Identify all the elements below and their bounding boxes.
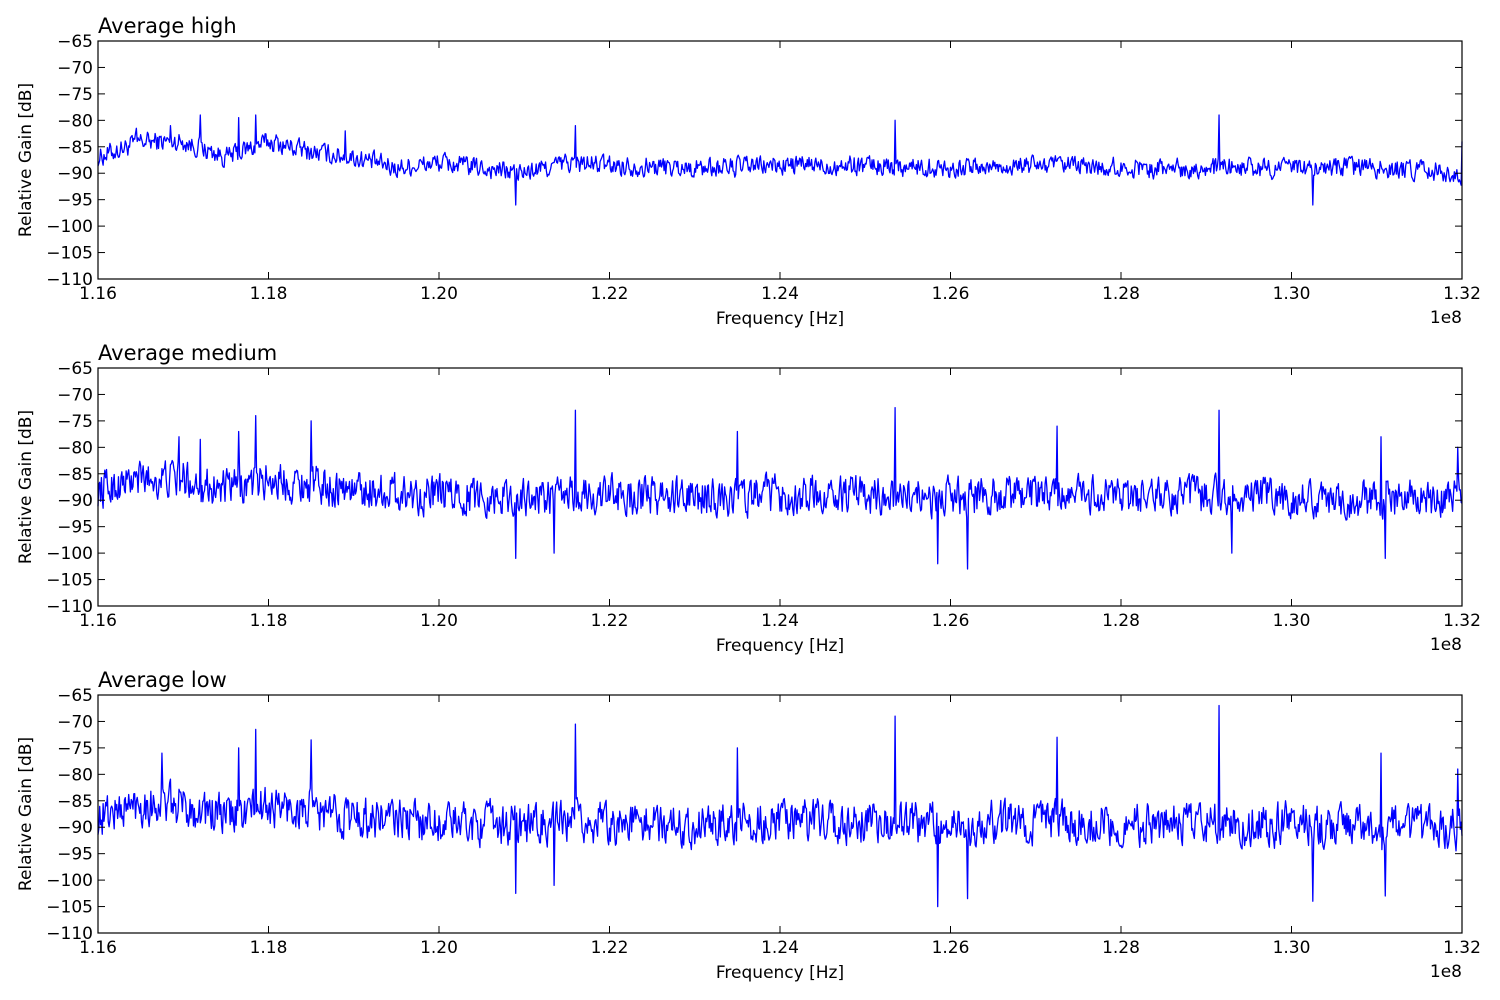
y-tick-label: −65 <box>57 686 93 706</box>
x-tick-label: 1.30 <box>1273 611 1311 631</box>
x-tick-label: 1.32 <box>1443 938 1481 958</box>
x-axis-label: Frequency [Hz] <box>716 963 844 983</box>
y-tick-label: −70 <box>57 385 93 405</box>
y-tick-label: −95 <box>57 191 93 211</box>
x-tick-label: 1.30 <box>1273 284 1311 304</box>
x-tick-label: 1.28 <box>1102 938 1140 958</box>
x-tick-label: 1.16 <box>79 284 117 304</box>
y-tick-label: −105 <box>46 571 93 591</box>
x-offset-label: 1e8 <box>1430 308 1462 328</box>
y-tick-label: −100 <box>46 544 93 564</box>
y-tick-label: −100 <box>46 217 93 237</box>
y-tick-label: −95 <box>57 845 93 865</box>
chart-title: Average high <box>98 14 237 38</box>
x-tick-label: 1.26 <box>932 938 970 958</box>
y-tick-label: −70 <box>57 712 93 732</box>
x-tick-label: 1.22 <box>591 611 629 631</box>
y-tick-label: −80 <box>57 765 93 785</box>
x-tick-label: 1.18 <box>250 611 288 631</box>
x-axis-label: Frequency [Hz] <box>716 636 844 656</box>
x-axis-label: Frequency [Hz] <box>716 309 844 329</box>
x-offset-label: 1e8 <box>1430 962 1462 982</box>
x-tick-label: 1.26 <box>932 611 970 631</box>
x-tick-label: 1.18 <box>250 284 288 304</box>
x-tick-label: 1.20 <box>420 284 458 304</box>
series-line <box>97 704 1463 908</box>
y-tick-label: −110 <box>46 597 93 617</box>
series-line <box>97 114 1463 206</box>
y-tick-label: −70 <box>57 58 93 78</box>
y-tick-label: −90 <box>57 491 93 511</box>
chart-panel-3: Average low−65 −70 −75 −80 −85 −90 −95 −100 −105… <box>16 668 1481 983</box>
x-tick-label: 1.24 <box>761 938 799 958</box>
y-tick-label: −100 <box>46 871 93 891</box>
x-tick-label: 1.28 <box>1102 284 1140 304</box>
y-axis-label: Relative Gain [dB] <box>16 737 36 891</box>
chart-panel-2: Average medium−65 −70 −75 −80 −85 −90 −95 −100 −… <box>16 341 1481 656</box>
x-tick-label: 1.32 <box>1443 284 1481 304</box>
x-tick-label: 1.20 <box>420 938 458 958</box>
x-tick-label: 1.22 <box>591 284 629 304</box>
y-tick-label: −105 <box>46 244 93 264</box>
x-tick-label: 1.20 <box>420 611 458 631</box>
y-axis-label: Relative Gain [dB] <box>16 410 36 564</box>
x-tick-label: 1.30 <box>1273 938 1311 958</box>
x-tick-label: 1.28 <box>1102 611 1140 631</box>
y-tick-label: −80 <box>57 111 93 131</box>
x-tick-label: 1.24 <box>761 284 799 304</box>
x-tick-label: 1.22 <box>591 938 629 958</box>
y-tick-label: −75 <box>57 739 93 759</box>
chart-panel-1: Average high−65 −70 −75 −80 −85 −90 −95 −100 −10… <box>16 14 1481 329</box>
y-tick-label: −75 <box>57 412 93 432</box>
y-tick-label: −90 <box>57 818 93 838</box>
y-tick-label: −85 <box>57 138 93 158</box>
y-tick-label: −95 <box>57 518 93 538</box>
x-tick-label: 1.18 <box>250 938 288 958</box>
y-tick-label: −90 <box>57 164 93 184</box>
y-tick-label: −105 <box>46 898 93 918</box>
y-tick-label: −75 <box>57 85 93 105</box>
y-axis-label: Relative Gain [dB] <box>16 83 36 237</box>
series-line <box>97 407 1463 570</box>
y-tick-label: −85 <box>57 465 93 485</box>
chart-title: Average low <box>98 668 227 692</box>
plot-frame <box>97 40 1463 280</box>
y-tick-label: −80 <box>57 438 93 458</box>
chart-title: Average medium <box>98 341 277 365</box>
y-tick-label: −65 <box>57 359 93 379</box>
y-tick-label: −65 <box>57 32 93 52</box>
y-tick-label: −85 <box>57 792 93 812</box>
y-tick-label: −110 <box>46 270 93 290</box>
x-tick-label: 1.16 <box>79 938 117 958</box>
x-tick-label: 1.16 <box>79 611 117 631</box>
x-offset-label: 1e8 <box>1430 635 1462 655</box>
x-tick-label: 1.26 <box>932 284 970 304</box>
y-tick-label: −110 <box>46 924 93 944</box>
x-tick-label: 1.24 <box>761 611 799 631</box>
x-tick-label: 1.32 <box>1443 611 1481 631</box>
